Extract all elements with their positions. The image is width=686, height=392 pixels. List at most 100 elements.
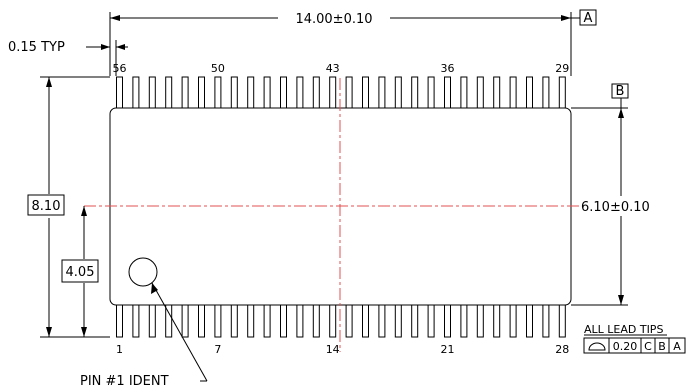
- body-width-dimension: 6.10±0.10: [581, 200, 650, 215]
- lead-bottom: [526, 304, 533, 338]
- lead-top: [329, 76, 337, 109]
- lead-top: [378, 76, 386, 109]
- lead-top: [230, 76, 238, 109]
- half-width-dimension: 4.05: [66, 265, 95, 280]
- lead-top: [296, 76, 304, 109]
- lead-top: [427, 76, 435, 109]
- lead-bottom: [148, 304, 156, 338]
- lead-top: [198, 76, 205, 109]
- bottom-pin-label: 28: [555, 343, 569, 356]
- lead-top: [394, 76, 402, 109]
- lead-bottom: [116, 304, 123, 338]
- lead-top: [558, 76, 566, 109]
- lead-bottom: [394, 304, 402, 338]
- bottom-pin-label: 7: [214, 343, 221, 356]
- pin1-ident-arrowhead: [151, 283, 158, 294]
- tolerance-ref-a: A: [673, 340, 681, 353]
- lead-bottom: [362, 304, 369, 338]
- body-width-arrow-bottom: [618, 295, 624, 305]
- lead-bottom: [444, 304, 451, 338]
- lead-bottom: [460, 304, 468, 338]
- lead-top: [165, 76, 173, 109]
- tolerance-ref-c: C: [644, 340, 652, 353]
- lead-top: [362, 76, 369, 109]
- lead-bottom: [345, 304, 353, 338]
- lead-top: [493, 76, 501, 109]
- length-arrow-right: [561, 15, 571, 21]
- lead-bottom: [296, 304, 304, 338]
- lead-bottom: [263, 304, 271, 338]
- overall-width-box: [27, 194, 65, 216]
- lead-bottom: [427, 304, 435, 338]
- lead-top: [247, 76, 255, 109]
- lead-bottom: [247, 304, 255, 338]
- top-lead-row: [116, 76, 566, 109]
- lead-bottom: [280, 304, 287, 338]
- pin1-ident-label: PIN #1 IDENT: [80, 374, 169, 389]
- bottom-pin-label: 1: [116, 343, 123, 356]
- lead-width-arrow-left: [101, 44, 110, 50]
- lead-bottom: [329, 304, 337, 338]
- tolerance-frame: [583, 337, 686, 354]
- bottom-pin-label: 14: [326, 343, 340, 356]
- lead-bottom: [214, 304, 222, 338]
- lead-width-arrow-right: [116, 44, 125, 50]
- lead-top: [132, 76, 140, 109]
- lead-width-dimension: 0.15 TYP: [8, 40, 65, 55]
- length-dimension: 14.00±0.10: [295, 12, 372, 27]
- lead-top: [280, 76, 287, 109]
- lead-top: [509, 76, 517, 109]
- pin1-ident-circle: [128, 257, 158, 287]
- datum-a-box: [579, 9, 597, 26]
- bottom-pin-label: 21: [441, 343, 455, 356]
- datum-b-label: B: [616, 84, 625, 99]
- datum-b-box: [611, 83, 629, 99]
- top-pin-label: 43: [326, 62, 340, 75]
- lead-top: [148, 76, 156, 109]
- tolerance-title: ALL LEAD TIPS: [584, 323, 663, 336]
- bottom-lead-row: [116, 304, 566, 338]
- body-width-arrow-top: [618, 108, 624, 118]
- top-pin-label: 36: [441, 62, 455, 75]
- lead-bottom: [378, 304, 386, 338]
- lead-bottom: [230, 304, 238, 338]
- overall-width-arrow-bottom: [46, 327, 52, 337]
- lead-top: [263, 76, 271, 109]
- top-pin-label: 56: [113, 62, 127, 75]
- length-arrow-left: [110, 15, 120, 21]
- overall-width-dimension: 8.10: [32, 199, 61, 214]
- lead-top: [214, 76, 222, 109]
- top-pin-label: 29: [555, 62, 569, 75]
- profile-of-surface-icon: [588, 342, 606, 351]
- lead-bottom: [493, 304, 501, 338]
- lead-bottom: [558, 304, 566, 338]
- lead-bottom: [312, 304, 320, 338]
- lead-bottom: [542, 304, 550, 338]
- lead-top: [444, 76, 451, 109]
- lead-top: [411, 76, 419, 109]
- top-pin-labels: 56 50 43 36 29: [113, 62, 570, 75]
- lead-top: [345, 76, 353, 109]
- lead-bottom: [198, 304, 205, 338]
- lead-top: [116, 76, 123, 109]
- lead-bottom: [411, 304, 419, 338]
- datum-a-label: A: [584, 11, 593, 26]
- overall-width-arrow-top: [46, 77, 52, 87]
- top-pin-label: 50: [211, 62, 225, 75]
- lead-top: [181, 76, 189, 109]
- tolerance-value: 0.20: [613, 340, 638, 353]
- half-width-arrow-bottom: [81, 327, 87, 337]
- pin1-ident-leader: [151, 282, 208, 382]
- lead-top: [312, 76, 320, 109]
- lead-top: [460, 76, 468, 109]
- lead-bottom: [181, 304, 189, 338]
- bottom-pin-labels: 1 7 14 21 28: [116, 343, 569, 356]
- half-width-box: [61, 259, 99, 283]
- lead-top: [476, 76, 484, 109]
- lead-bottom: [509, 304, 517, 338]
- tolerance-ref-b: B: [658, 340, 666, 353]
- lead-bottom: [132, 304, 140, 338]
- lead-bottom: [476, 304, 484, 338]
- lead-top: [542, 76, 550, 109]
